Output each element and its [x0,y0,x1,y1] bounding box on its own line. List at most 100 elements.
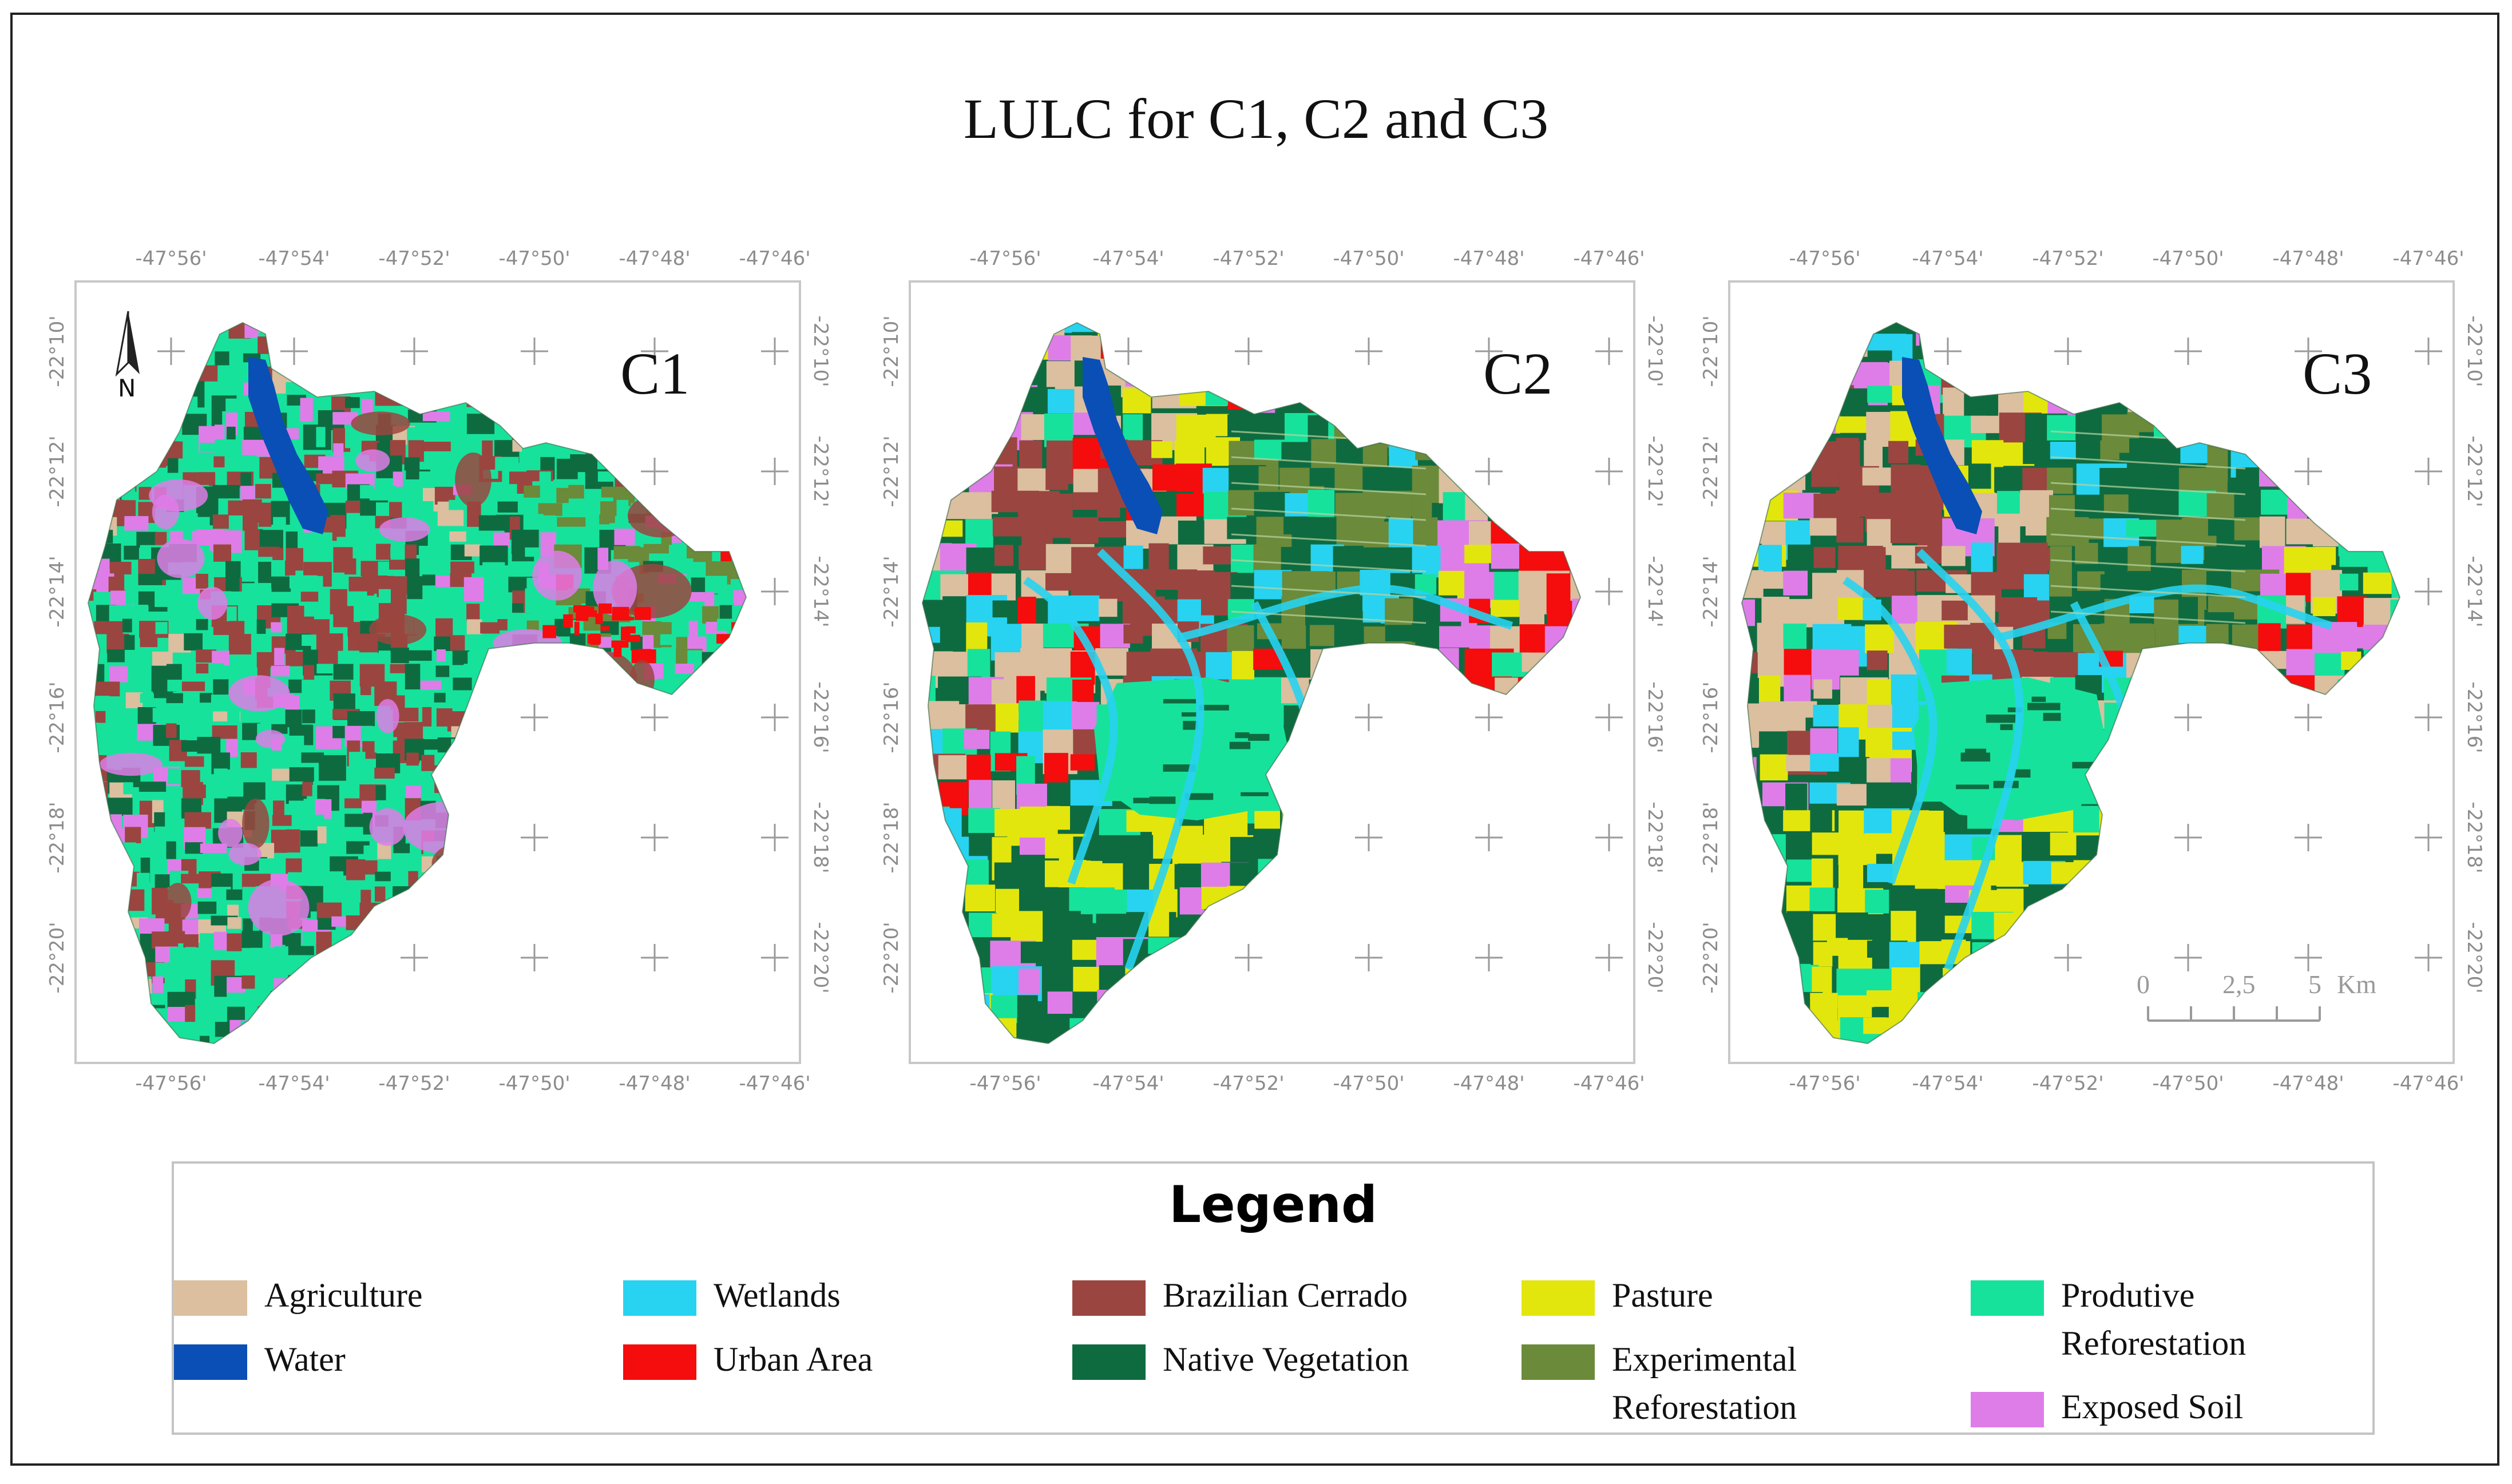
latitude-tick-left: -22°16' [1699,681,1722,753]
longitude-tick-top: -47°52' [2032,247,2104,270]
longitude-tick-bottom: -47°50' [1333,1072,1405,1095]
legend-label: Native Vegetation [1163,1340,1409,1378]
longitude-tick-bottom: -47°52' [378,1072,450,1095]
longitude-tick-bottom: -47°46' [1573,1072,1645,1095]
scale-bar: 0 2,5 5 Km [2131,958,2383,1032]
legend-item-wetlands: Wetlands [623,1276,841,1319]
longitude-tick-top: -47°48' [1453,247,1525,270]
graticule-cross-icon [2295,704,2322,731]
legend-swatch [1522,1344,1595,1380]
lulc-map [87,322,789,1045]
latitude-tick-left: -22°12' [1699,435,1722,507]
graticule-cross-icon [2415,458,2442,485]
graticule-cross-icon [401,944,428,971]
panel-label-c2: C2 [1483,341,1553,407]
latitude-tick-left: -22°12' [46,435,69,507]
graticule-cross-icon [1115,338,1142,365]
legend-label: Experimental Reforestation [1612,1340,1797,1426]
longitude-tick-bottom: -47°54' [258,1072,330,1095]
graticule-cross-icon [1595,824,1623,851]
graticule-cross-icon [521,824,548,851]
figure-title: LULC for C1, C2 and C3 [963,87,1549,150]
graticule-cross-icon [761,338,789,365]
latitude-tick-right: -22°10' [809,315,832,387]
legend-label: Pasture [1612,1276,1713,1314]
graticule-cross-icon [2174,944,2202,971]
legend-swatch [174,1344,247,1380]
latitude-tick-right: -22°14' [809,555,832,628]
longitude-tick-top: -47°52' [1213,247,1285,270]
graticule-cross-icon [1595,338,1623,365]
graticule-cross-icon [1475,458,1503,485]
latitude-tick-left: -22°18' [46,801,69,874]
latitude-tick-left: -22°14' [46,555,69,628]
graticule-cross-icon [401,338,428,365]
map-panel-c3: -47°56' -47°56' -47°54' -47°54' -47°52' -47°5… [1699,247,2486,1095]
map-panel-c2: -47°56' -47°56' -47°54' -47°54' -47°52' -47°5… [880,247,1666,1095]
legend-swatch [1072,1344,1146,1380]
graticule-cross-icon [2415,944,2442,971]
longitude-tick-bottom: -47°46' [2392,1072,2465,1095]
scale-bar-label: 0 [2137,970,2150,999]
legend-item-water: Water [174,1340,346,1383]
latitude-tick-right: -22°18' [1643,801,1666,874]
graticule-cross-icon [641,338,668,365]
legend-label: Wetlands [714,1276,841,1314]
graticule-cross-icon [2415,824,2442,851]
legend-label: Agriculture [264,1276,423,1314]
legend-label: Water [264,1340,346,1378]
graticule-cross-icon [1235,944,1262,971]
graticule-cross-icon [641,458,668,485]
latitude-tick-right: -22°16' [2463,681,2486,753]
legend-swatch [1522,1280,1595,1316]
graticule-cross-icon [1595,944,1623,971]
legend-swatch [1971,1280,2044,1316]
longitude-tick-top: -47°54' [258,247,330,270]
longitude-tick-top: -47°54' [1092,247,1164,270]
legend-item-experimental-reforestation: Experimental Reforestation [1522,1340,1864,1431]
legend-item-native-vegetation: Native Vegetation [1072,1340,1409,1383]
map-panel-c1: -47°56' -47°56' -47°54' -47°54' -47°52' -47°5… [46,247,832,1095]
graticule-cross-icon [1595,578,1623,605]
longitude-tick-bottom: -47°46' [739,1072,811,1095]
legend-label: Exposed Soil [2061,1388,2244,1426]
latitude-tick-right: -22°10' [1643,315,1666,387]
longitude-tick-bottom: -47°48' [619,1072,691,1095]
longitude-tick-top: -47°50' [1333,247,1405,270]
graticule-cross-icon [641,824,668,851]
graticule-cross-icon [521,338,548,365]
graticule-cross-icon [1355,338,1382,365]
latitude-tick-right: -22°16' [809,681,832,753]
latitude-tick-right: -22°14' [1643,555,1666,628]
legend-swatch [1072,1280,1146,1316]
graticule-cross-icon [761,704,789,731]
graticule-cross-icon [2174,824,2202,851]
graticule-cross-icon [521,704,548,731]
graticule-cross-icon [1355,944,1382,971]
latitude-tick-left: -22°14' [880,555,903,628]
graticule-cross-icon [521,944,548,971]
graticule-cross-icon [2415,338,2442,365]
longitude-tick-bottom: -47°48' [1453,1072,1525,1095]
graticule-cross-icon [761,578,789,605]
graticule-cross-icon [761,824,789,851]
graticule-cross-icon [1475,338,1503,365]
graticule-cross-icon [761,458,789,485]
latitude-tick-left: -22°18' [1699,801,1722,874]
graticule-cross-icon [2415,704,2442,731]
latitude-tick-right: -22°20' [1643,922,1666,994]
graticule-cross-icon [2054,338,2082,365]
graticule-cross-icon [2174,704,2202,731]
longitude-tick-bottom: -47°52' [2032,1072,2104,1095]
latitude-tick-left: -22°18' [880,801,903,874]
legend-swatch [623,1344,696,1380]
legend-swatch [623,1280,696,1316]
legend-swatch [174,1280,247,1316]
lulc-map [1741,322,2442,1045]
graticule-cross-icon [1235,338,1262,365]
latitude-tick-left: -22°20' [1699,922,1722,994]
longitude-tick-top: -47°48' [619,247,691,270]
latitude-tick-right: -22°20' [809,922,832,994]
latitude-tick-right: -22°16' [1643,681,1666,753]
legend-item-agriculture: Agriculture [174,1276,423,1319]
